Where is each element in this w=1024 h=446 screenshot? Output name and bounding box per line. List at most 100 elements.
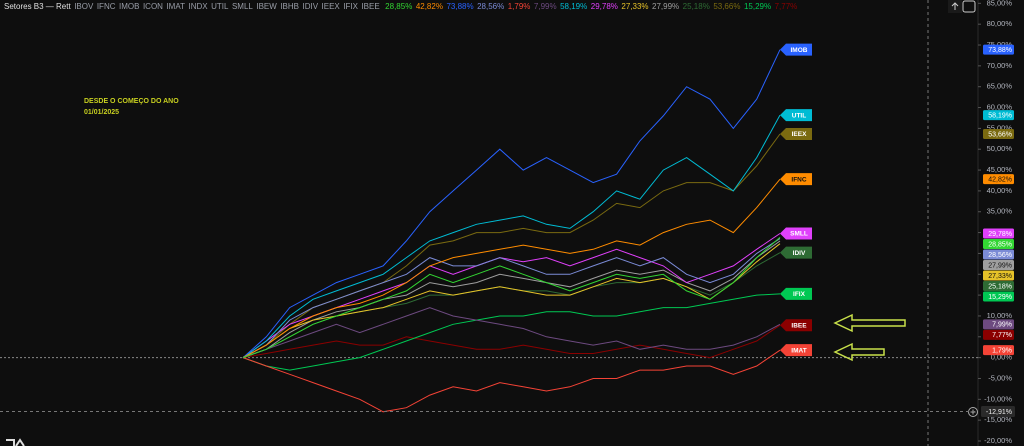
value-badge-label: 7,77%: [992, 332, 1012, 339]
legend-symbol: IBOV: [74, 2, 94, 11]
settings-button[interactable]: [962, 0, 976, 13]
add-button[interactable]: [968, 407, 978, 417]
series-flag: [780, 227, 812, 240]
y-tick-label: 35,00%: [987, 207, 1013, 216]
series-flag: [780, 43, 812, 56]
y-tick-label: -15,00%: [984, 415, 1012, 424]
y-tick-label: -5,00%: [988, 373, 1012, 382]
series-flag: [780, 246, 812, 259]
value-badge: [983, 228, 1014, 239]
legend-symbol: ICON: [143, 2, 163, 11]
annotation: 01/01/2025: [84, 109, 119, 116]
value-badge-label: 28,85%: [988, 241, 1012, 248]
value-badge-label: 29,78%: [988, 231, 1012, 238]
series-line: [242, 178, 781, 359]
y-tick-label: 60,00%: [987, 103, 1013, 112]
series-flag-label: IMOB: [791, 47, 808, 54]
series-line: [242, 349, 781, 413]
legend-value: 73,88%: [446, 2, 473, 11]
legend-value: 28,56%: [477, 2, 504, 11]
series-line: [242, 240, 781, 359]
series-flag-label: IDIV: [793, 250, 806, 257]
add-icon: [970, 409, 976, 415]
legend-value: 29,78%: [591, 2, 618, 11]
legend-value: 7,99%: [534, 2, 557, 11]
y-tick-label: 55,00%: [987, 123, 1013, 132]
y-tick-label: 80,00%: [987, 19, 1013, 28]
legend-symbol: SMLL: [232, 2, 253, 11]
legend-value: 27,99%: [652, 2, 679, 11]
value-badge: [983, 110, 1014, 121]
series-flag: [780, 287, 812, 300]
value-badge: [983, 239, 1014, 250]
legend-value: 58,19%: [560, 2, 587, 11]
series-flag: [780, 127, 812, 140]
value-badge-label: 25,18%: [988, 283, 1012, 290]
y-tick-label: -10,00%: [984, 394, 1012, 403]
y-tick-label: -20,00%: [984, 436, 1012, 445]
value-badge: [983, 270, 1014, 281]
value-badge-label: 53,66%: [988, 131, 1012, 138]
value-badge-label: 73,88%: [988, 47, 1012, 54]
value-badge: [983, 319, 1014, 330]
legend-symbol: IBHB: [280, 2, 299, 11]
legend-symbol: IFIX: [343, 2, 358, 11]
series-line: [242, 114, 781, 359]
legend-value: 27,33%: [621, 2, 648, 11]
y-tick-label: 45,00%: [987, 165, 1013, 174]
legend-symbol: IBEE: [361, 2, 379, 11]
series-line: [242, 307, 781, 359]
value-badge-label: 58,19%: [988, 112, 1012, 119]
logo: [6, 438, 25, 446]
legend-symbol: IDIV: [302, 2, 318, 11]
y-tick-label: 50,00%: [987, 144, 1013, 153]
value-badge: [983, 260, 1014, 271]
value-badge-label: 15,29%: [988, 294, 1012, 301]
legend-symbol: IEEX: [322, 2, 341, 11]
legend-symbol: IFNC: [97, 2, 116, 11]
legend-title: Setores B3 — Rett: [4, 2, 71, 11]
header: Setores B3 — Rett IBOV IFNC IMOB ICON IMAT IND…: [4, 2, 797, 11]
series-line: [242, 324, 781, 359]
value-badge-label: 1,79%: [992, 348, 1012, 355]
value-badge: [983, 281, 1014, 292]
series-flag: [780, 173, 812, 186]
series-flag: [780, 319, 812, 332]
y-tick-label: 65,00%: [987, 82, 1013, 91]
value-badge: [983, 345, 1014, 356]
legend-symbol: UTIL: [211, 2, 229, 11]
y-tick-label: 0,00%: [991, 353, 1013, 362]
legend-value: 28,85%: [385, 2, 412, 11]
series-flag-label: SMLL: [790, 231, 808, 238]
series-flag-label: IBEE: [791, 322, 807, 329]
arrow: [833, 313, 906, 333]
toolbar: [948, 0, 976, 13]
legend-value: 15,29%: [744, 2, 771, 11]
legend-value: 53,66%: [713, 2, 740, 11]
series-line: [242, 237, 781, 359]
value-badge: [983, 291, 1014, 302]
value-badge-label: 27,99%: [988, 262, 1012, 269]
y-tick-label: 40,00%: [987, 186, 1013, 195]
value-badge: [983, 128, 1014, 139]
annotation: DESDE O COMEÇO DO ANO: [84, 98, 179, 105]
value-badge-label: 42,82%: [988, 176, 1012, 183]
legend-value: 1,79%: [508, 2, 531, 11]
legend-value: 7,77%: [775, 2, 798, 11]
series-flag: [780, 344, 812, 357]
y-tick-label: 75,00%: [987, 40, 1013, 49]
series-line: [242, 293, 781, 371]
series-flag-label: IFNC: [791, 176, 806, 183]
series-flag-label: IEEX: [792, 131, 807, 138]
y-tick-label: 85,00%: [987, 0, 1013, 7]
plot-area: [0, 49, 978, 413]
value-badge-label: 7,99%: [992, 322, 1012, 329]
legend-value: 42,82%: [416, 2, 443, 11]
series-line: [242, 49, 781, 358]
y-tick-label: 70,00%: [987, 61, 1013, 70]
y-tick-label: 10,00%: [987, 311, 1013, 320]
value-badge-label: 28,56%: [988, 252, 1012, 259]
